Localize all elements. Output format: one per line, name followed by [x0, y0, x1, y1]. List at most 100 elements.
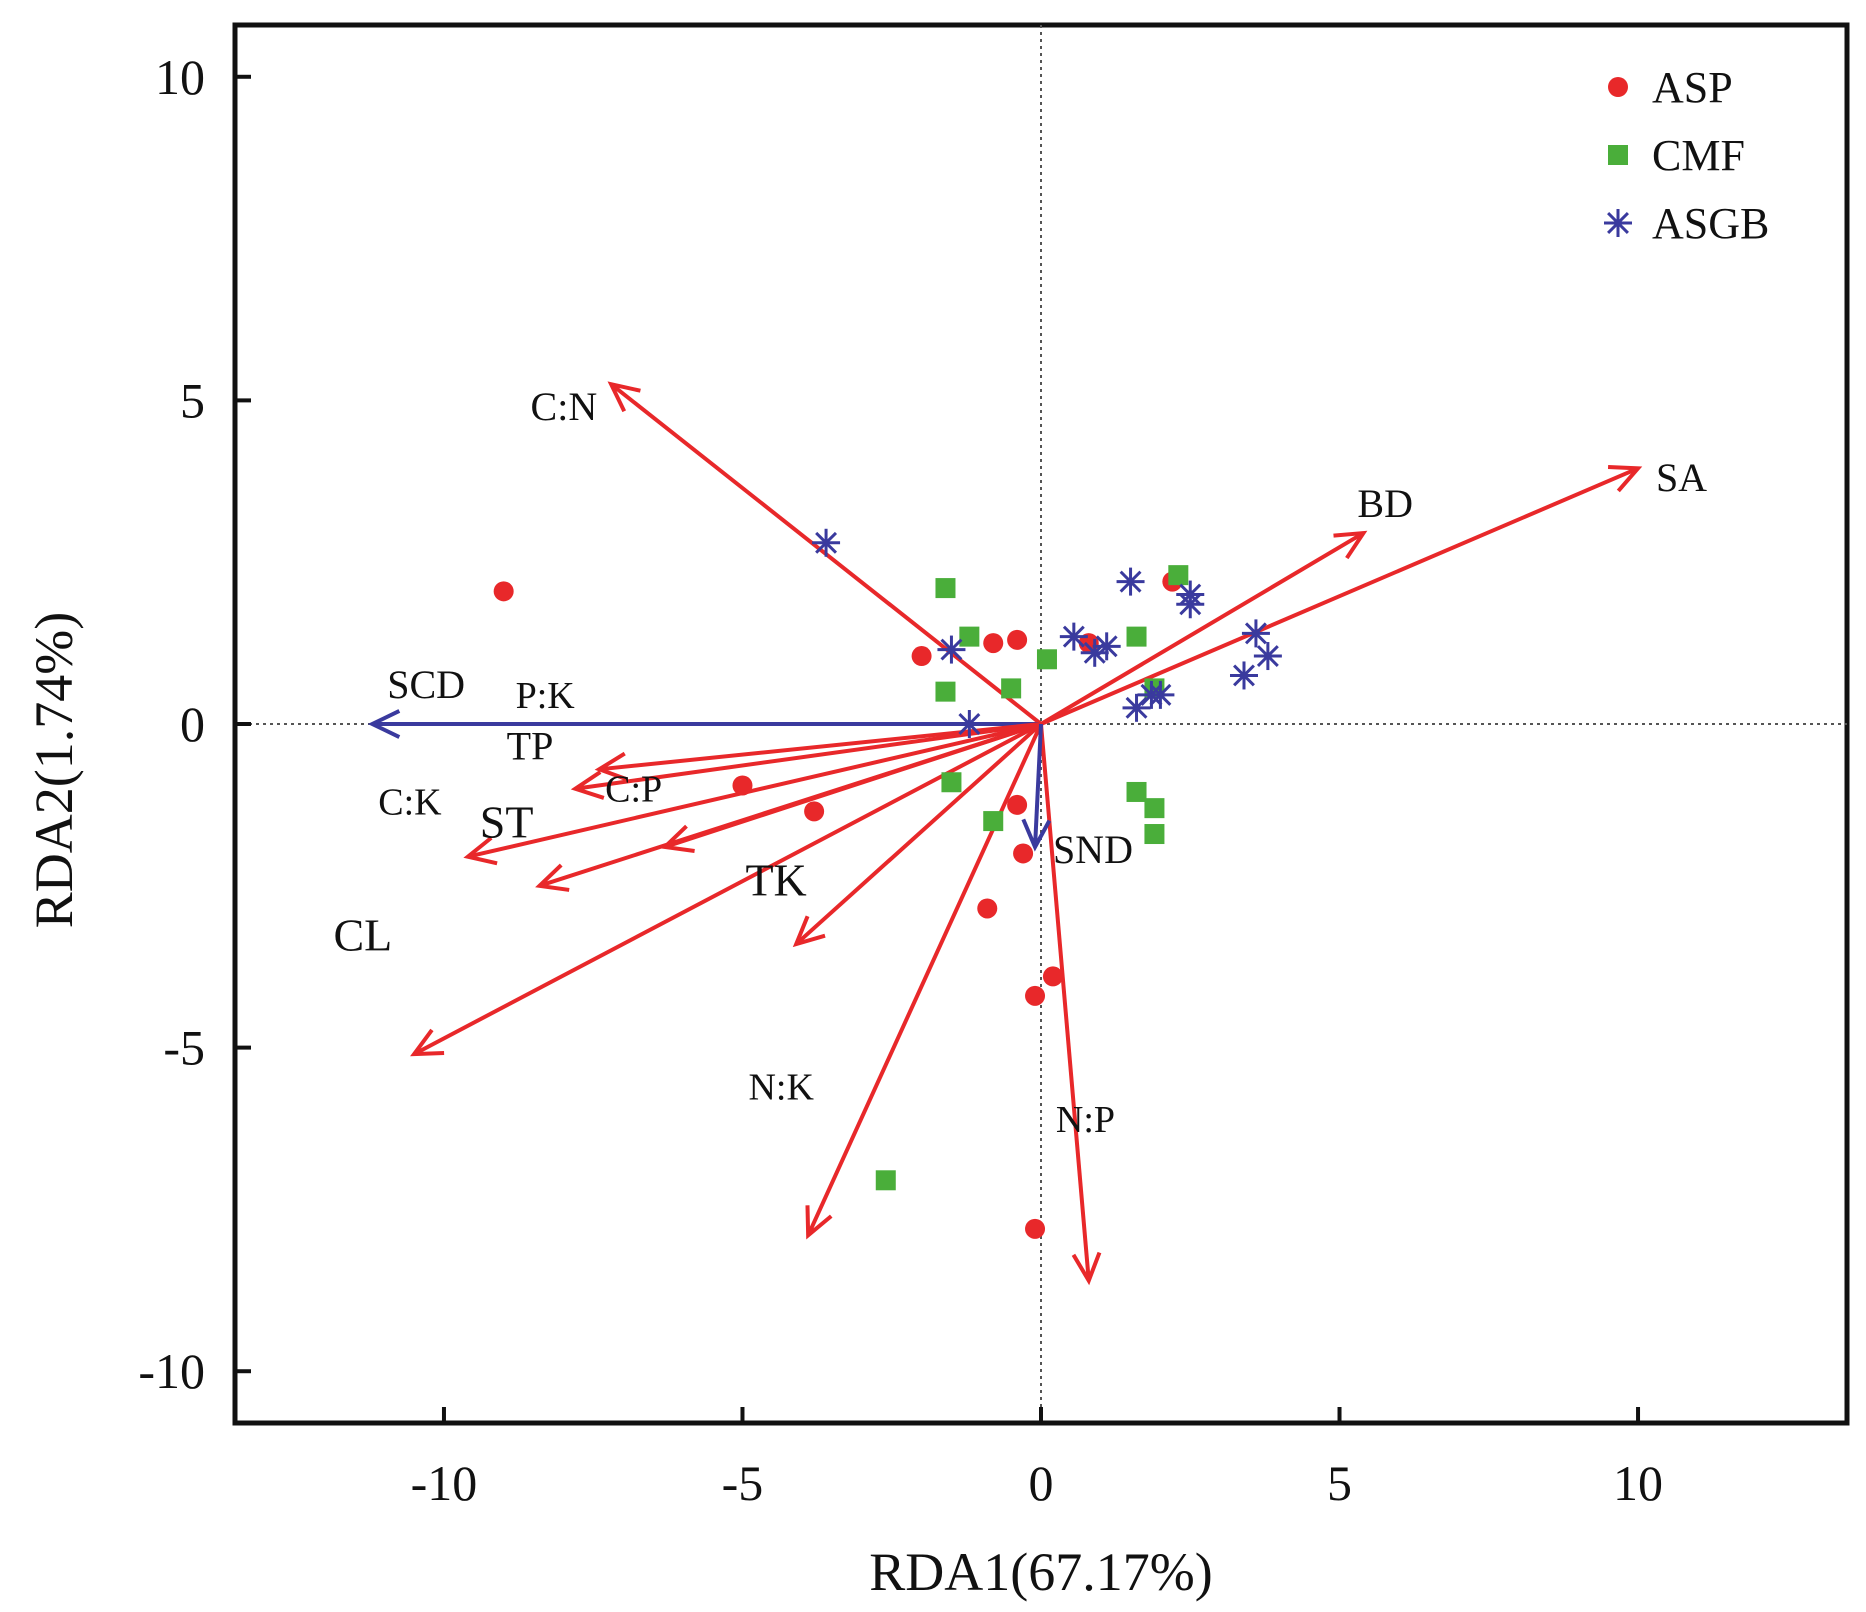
point-cmf — [935, 681, 956, 702]
vector-labels: C:N SA BD SCD P:K TP C:P C:K ST TK CL N:K N:P SND — [334, 384, 1708, 1141]
vector-label: C:K — [378, 782, 442, 824]
asterisk-stroke — [1119, 570, 1142, 593]
point-asp — [732, 775, 753, 796]
vector-label: C:P — [605, 769, 662, 811]
vector-arrow — [1021, 723, 1052, 852]
point-cmf — [1126, 626, 1147, 647]
vector-shaft — [467, 722, 1042, 859]
point-asgb — [1229, 661, 1258, 690]
asterisk-stroke — [1095, 635, 1118, 658]
point-cmf — [1144, 798, 1165, 819]
point-asp — [1025, 985, 1046, 1006]
x-tick-label: 10 — [1613, 1455, 1663, 1511]
point-asgb — [1146, 680, 1175, 709]
point-asgb — [1092, 632, 1121, 661]
vector-arrowhead — [1071, 1251, 1102, 1286]
x-tick-label: 0 — [1029, 1455, 1054, 1511]
point-cmf — [983, 811, 1004, 832]
vector-shaft — [538, 722, 1042, 888]
point-asp — [1042, 966, 1063, 987]
vector-arrow — [805, 723, 1043, 1240]
y-tick-label: 5 — [180, 372, 205, 428]
biplot-vectors — [367, 381, 1643, 1286]
legend-marker-asgb — [1604, 209, 1632, 237]
vector-arrow — [367, 709, 1041, 739]
legend-label-cmf: CMF — [1652, 131, 1745, 180]
vector-arrowhead — [570, 770, 605, 800]
vector-label: SCD — [387, 662, 465, 707]
vector-label: N:P — [1056, 1099, 1115, 1141]
asterisk-stroke — [958, 713, 981, 735]
legend-marker-cmf — [1608, 145, 1628, 165]
point-cmf — [1168, 565, 1189, 586]
vector-arrow — [594, 722, 1042, 782]
asterisk-stroke — [1062, 625, 1085, 648]
vector-shaft — [1039, 531, 1365, 726]
vector-arrow — [463, 722, 1042, 866]
vector-label: BD — [1357, 481, 1413, 526]
point-cmf — [941, 772, 962, 793]
y-tick-label: -10 — [138, 1343, 205, 1399]
vector-arrowhead — [1021, 818, 1052, 852]
point-cmf — [1036, 649, 1057, 670]
y-tick-label: 0 — [180, 696, 205, 752]
vector-arrowhead — [594, 751, 629, 782]
asterisk-stroke — [1149, 683, 1172, 706]
vector-arrowhead — [463, 836, 498, 866]
vector-arrow — [410, 722, 1042, 1057]
vector-arrow — [535, 722, 1042, 892]
vector-shaft — [1039, 723, 1091, 1281]
x-tick-label: 5 — [1327, 1455, 1352, 1511]
vector-arrow — [1039, 530, 1368, 726]
point-asp — [911, 646, 932, 667]
vector-arrowhead — [1333, 530, 1368, 560]
vector-label: TP — [507, 724, 554, 769]
point-asgb — [1059, 622, 1088, 651]
legend: ASP CMF ASGB — [1604, 63, 1769, 248]
point-asgb — [1241, 619, 1270, 648]
vector-arrowhead — [792, 915, 826, 948]
point-asgb — [1253, 642, 1282, 671]
vector-arrow — [1040, 464, 1643, 726]
point-cmf — [875, 1170, 896, 1191]
vector-label: ST — [480, 796, 534, 847]
point-asgb — [955, 710, 984, 738]
x-tick-label: -5 — [722, 1455, 764, 1511]
point-asgb — [812, 528, 841, 557]
x-axis-label: RDA1(67.17%) — [869, 1542, 1212, 1602]
vector-shaft — [806, 723, 1043, 1237]
vector-shaft — [1033, 723, 1043, 848]
axis-ticks: -10 -5 0 5 10 10 5 0 -5 -10 — [138, 49, 1663, 1511]
vector-label: TK — [745, 855, 806, 906]
vector-arrowhead — [367, 709, 401, 739]
asterisk-stroke — [1607, 212, 1629, 234]
point-asgb — [1176, 580, 1205, 609]
vector-arrowhead — [607, 381, 641, 413]
point-cmf — [959, 626, 980, 647]
vector-shaft — [413, 722, 1042, 1056]
vector-arrowhead — [1607, 464, 1643, 493]
point-cmf — [1144, 824, 1165, 845]
vector-arrowhead — [805, 1205, 833, 1240]
vector-shaft — [575, 722, 1042, 791]
vector-shaft — [1040, 466, 1639, 726]
point-cmf — [935, 578, 956, 599]
vector-label: P:K — [516, 675, 576, 717]
y-axis-label: RDA2(1.74%) — [24, 612, 84, 928]
legend-marker-asp — [1608, 77, 1628, 97]
point-asp — [1007, 629, 1028, 650]
point-asp — [1025, 1218, 1046, 1239]
vector-label: SA — [1656, 455, 1707, 500]
point-asp — [983, 633, 1004, 654]
vector-shaft — [794, 722, 1043, 946]
vector-arrow — [570, 722, 1042, 800]
y-tick-label: 10 — [155, 49, 205, 105]
vector-label: CL — [334, 910, 393, 961]
vector-label: N:K — [748, 1066, 814, 1108]
asterisk-stroke — [1233, 664, 1255, 687]
asterisk-stroke — [940, 638, 963, 661]
vector-arrow — [792, 722, 1043, 948]
asterisk-stroke — [1256, 645, 1279, 668]
point-asgb — [937, 635, 966, 664]
